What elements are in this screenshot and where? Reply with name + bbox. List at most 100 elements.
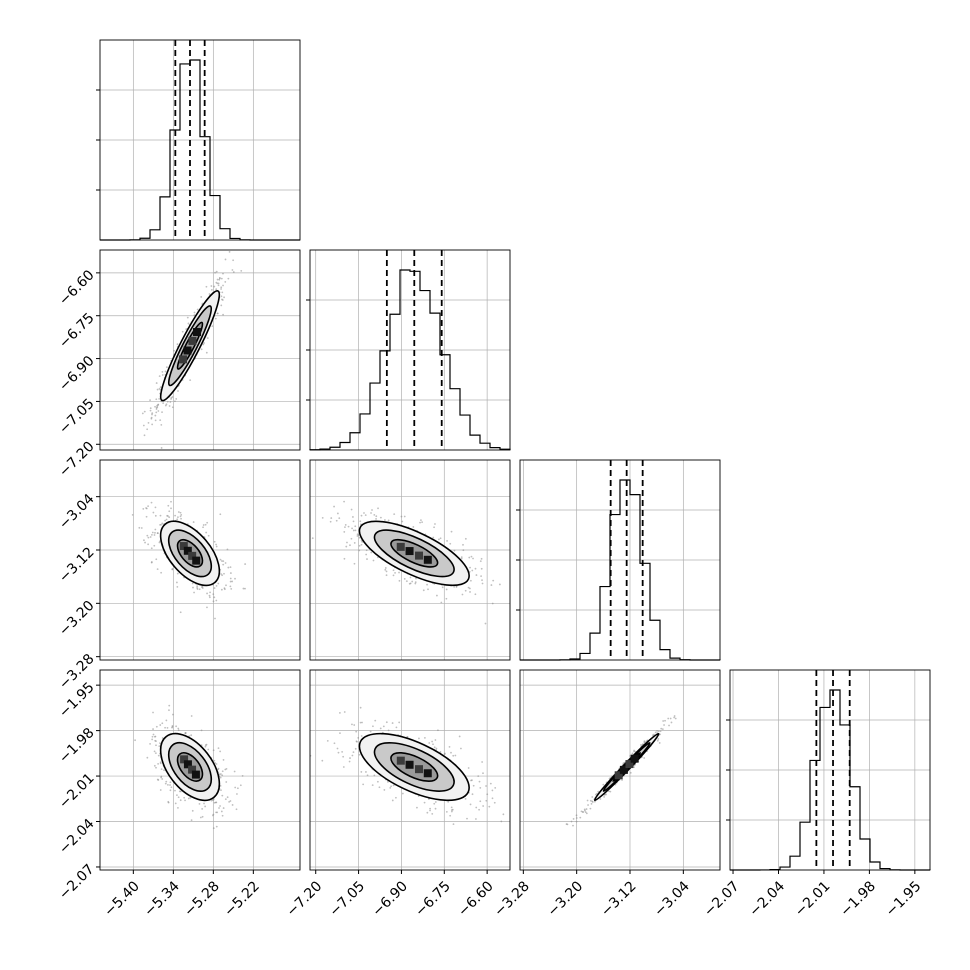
- scatter-point: [477, 775, 480, 778]
- scatter-point: [220, 286, 223, 289]
- corner-panels: −5.40−5.34−5.28−5.22 −7.20 −7.05 −6.90 −6.75…: [56, 39, 931, 920]
- scatter-point: [583, 808, 586, 811]
- scatter-point: [475, 806, 478, 809]
- scatter-point: [229, 577, 232, 580]
- scatter-point: [154, 752, 157, 754]
- scatter-point: [144, 541, 146, 544]
- scatter-point: [175, 398, 178, 400]
- scatter-point: [202, 524, 205, 526]
- scatter-point: [439, 751, 442, 753]
- scatter-point: [208, 596, 211, 599]
- scatter-point: [591, 801, 594, 803]
- scatter-point: [213, 801, 216, 804]
- scatter-point: [656, 729, 658, 732]
- scatter-point: [469, 579, 472, 582]
- scatter-point: [222, 759, 225, 761]
- scatter-point: [214, 271, 216, 274]
- scatter-point: [587, 804, 589, 806]
- scatter-point: [205, 285, 208, 288]
- scatter-point: [219, 513, 222, 516]
- scatter-point: [163, 769, 165, 772]
- scatter-point: [169, 401, 172, 403]
- scatter-point: [212, 799, 214, 801]
- scatter-point: [223, 296, 225, 299]
- scatter-point: [364, 514, 367, 517]
- scatter-point: [434, 523, 436, 525]
- x-tick-label: −1.98: [837, 878, 879, 920]
- scatter-point: [169, 789, 172, 792]
- density-bin: [183, 760, 192, 769]
- scatter-point: [170, 786, 173, 789]
- scatter-point: [218, 277, 221, 280]
- scatter-point: [411, 580, 414, 583]
- scatter-point: [156, 568, 159, 571]
- scatter-point: [218, 807, 220, 809]
- scatter-point: [585, 808, 588, 810]
- scatter-point: [226, 548, 229, 551]
- scatter-point: [156, 404, 159, 407]
- density-bin: [188, 551, 197, 560]
- scatter-point: [190, 819, 193, 822]
- scatter-point: [421, 521, 423, 524]
- density-bin: [193, 328, 202, 337]
- scatter-point: [362, 783, 365, 786]
- scatter-point: [186, 316, 189, 319]
- scatter-point: [223, 588, 226, 591]
- scatter-point: [460, 557, 463, 560]
- scatter-point: [177, 390, 179, 392]
- scatter-point: [486, 793, 489, 796]
- scatter-point: [166, 783, 169, 786]
- scatter-point: [227, 277, 230, 280]
- scatter-point: [351, 527, 353, 530]
- scatter-point: [150, 533, 153, 536]
- scatter-point: [491, 602, 494, 605]
- scatter-point: [369, 730, 372, 733]
- scatter-point: [142, 424, 145, 427]
- scatter-point: [134, 739, 136, 742]
- scatter-point: [220, 277, 223, 280]
- scatter-point: [156, 388, 159, 391]
- scatter-point: [207, 748, 210, 751]
- scatter-point: [349, 544, 351, 547]
- scatter-point: [213, 540, 216, 543]
- scatter-point: [187, 322, 190, 325]
- scatter-point: [482, 772, 484, 775]
- scatter-point: [492, 579, 495, 582]
- scatter-point: [217, 768, 219, 771]
- scatter-point: [394, 571, 396, 574]
- scatter-point: [478, 808, 480, 811]
- scatter-point: [229, 572, 232, 574]
- scatter-point: [361, 721, 363, 724]
- scatter-point: [164, 782, 167, 785]
- scatter-point: [435, 747, 438, 750]
- scatter-point: [358, 544, 361, 547]
- scatter-point: [219, 558, 222, 561]
- scatter-point: [480, 557, 483, 560]
- scatter-point: [356, 535, 359, 537]
- scatter-point: [423, 801, 426, 804]
- scatter-point: [177, 729, 180, 732]
- x-tick-label: −3.04: [651, 878, 693, 920]
- scatter-point: [415, 577, 417, 580]
- scatter-point: [428, 742, 431, 744]
- scatter-point: [146, 534, 149, 537]
- scatter-point: [203, 802, 205, 805]
- scatter-point: [143, 410, 146, 413]
- scatter-point: [384, 567, 387, 569]
- scatter-point: [229, 580, 232, 583]
- scatter-point: [429, 809, 431, 812]
- scatter-point: [221, 814, 224, 817]
- scatter-point: [215, 599, 218, 602]
- scatter-point: [200, 348, 203, 351]
- scatter-point: [485, 785, 487, 787]
- scatter-point: [338, 517, 341, 520]
- scatter-point: [387, 519, 390, 522]
- scatter-point: [479, 800, 482, 803]
- scatter-point: [431, 740, 434, 743]
- scatter-point: [218, 278, 221, 281]
- scatter-point: [572, 824, 574, 827]
- scatter-point: [451, 808, 454, 811]
- scatter-point: [159, 419, 162, 422]
- scatter-point: [242, 587, 245, 590]
- scatter-point: [579, 816, 582, 819]
